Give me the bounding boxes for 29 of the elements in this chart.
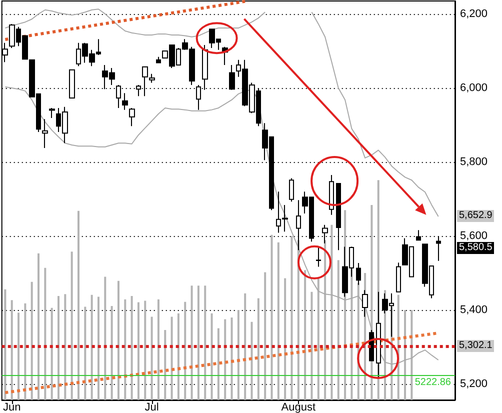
candlestick	[156, 56, 161, 64]
y-tick-label: 6,200	[460, 8, 488, 20]
candlestick	[289, 178, 294, 202]
y-tick-label: 5,600	[460, 230, 488, 242]
text: 5,652.9	[457, 210, 494, 222]
candlestick	[49, 107, 55, 118]
candlestick	[356, 262, 361, 286]
x-tick-label: August	[281, 402, 316, 413]
candlestick	[396, 262, 401, 292]
candlestick	[149, 73, 155, 84]
x-tick-label: Jun	[2, 402, 21, 413]
y-tick-label: 5,200	[460, 378, 488, 390]
y-tick-label: 6,000	[460, 82, 488, 94]
text: 5,580.5	[457, 242, 494, 254]
y-tick-label: 5,800	[460, 156, 488, 168]
candlestick	[229, 64, 235, 90]
candlestick	[316, 246, 321, 268]
ref-line-label: 5222.86	[412, 376, 453, 389]
candlestick	[42, 118, 48, 148]
y-tick-label: 5,400	[460, 304, 488, 316]
candlestick	[129, 107, 135, 127]
ref-line-label: 5,302.1	[457, 340, 494, 352]
candlestick	[296, 200, 301, 251]
candlestick	[122, 92, 128, 110]
candlestick	[69, 69, 75, 98]
candlestick	[436, 236, 441, 262]
x-tick-label: Jul	[144, 402, 159, 413]
candlestick	[329, 174, 334, 216]
candlestick	[336, 182, 341, 251]
